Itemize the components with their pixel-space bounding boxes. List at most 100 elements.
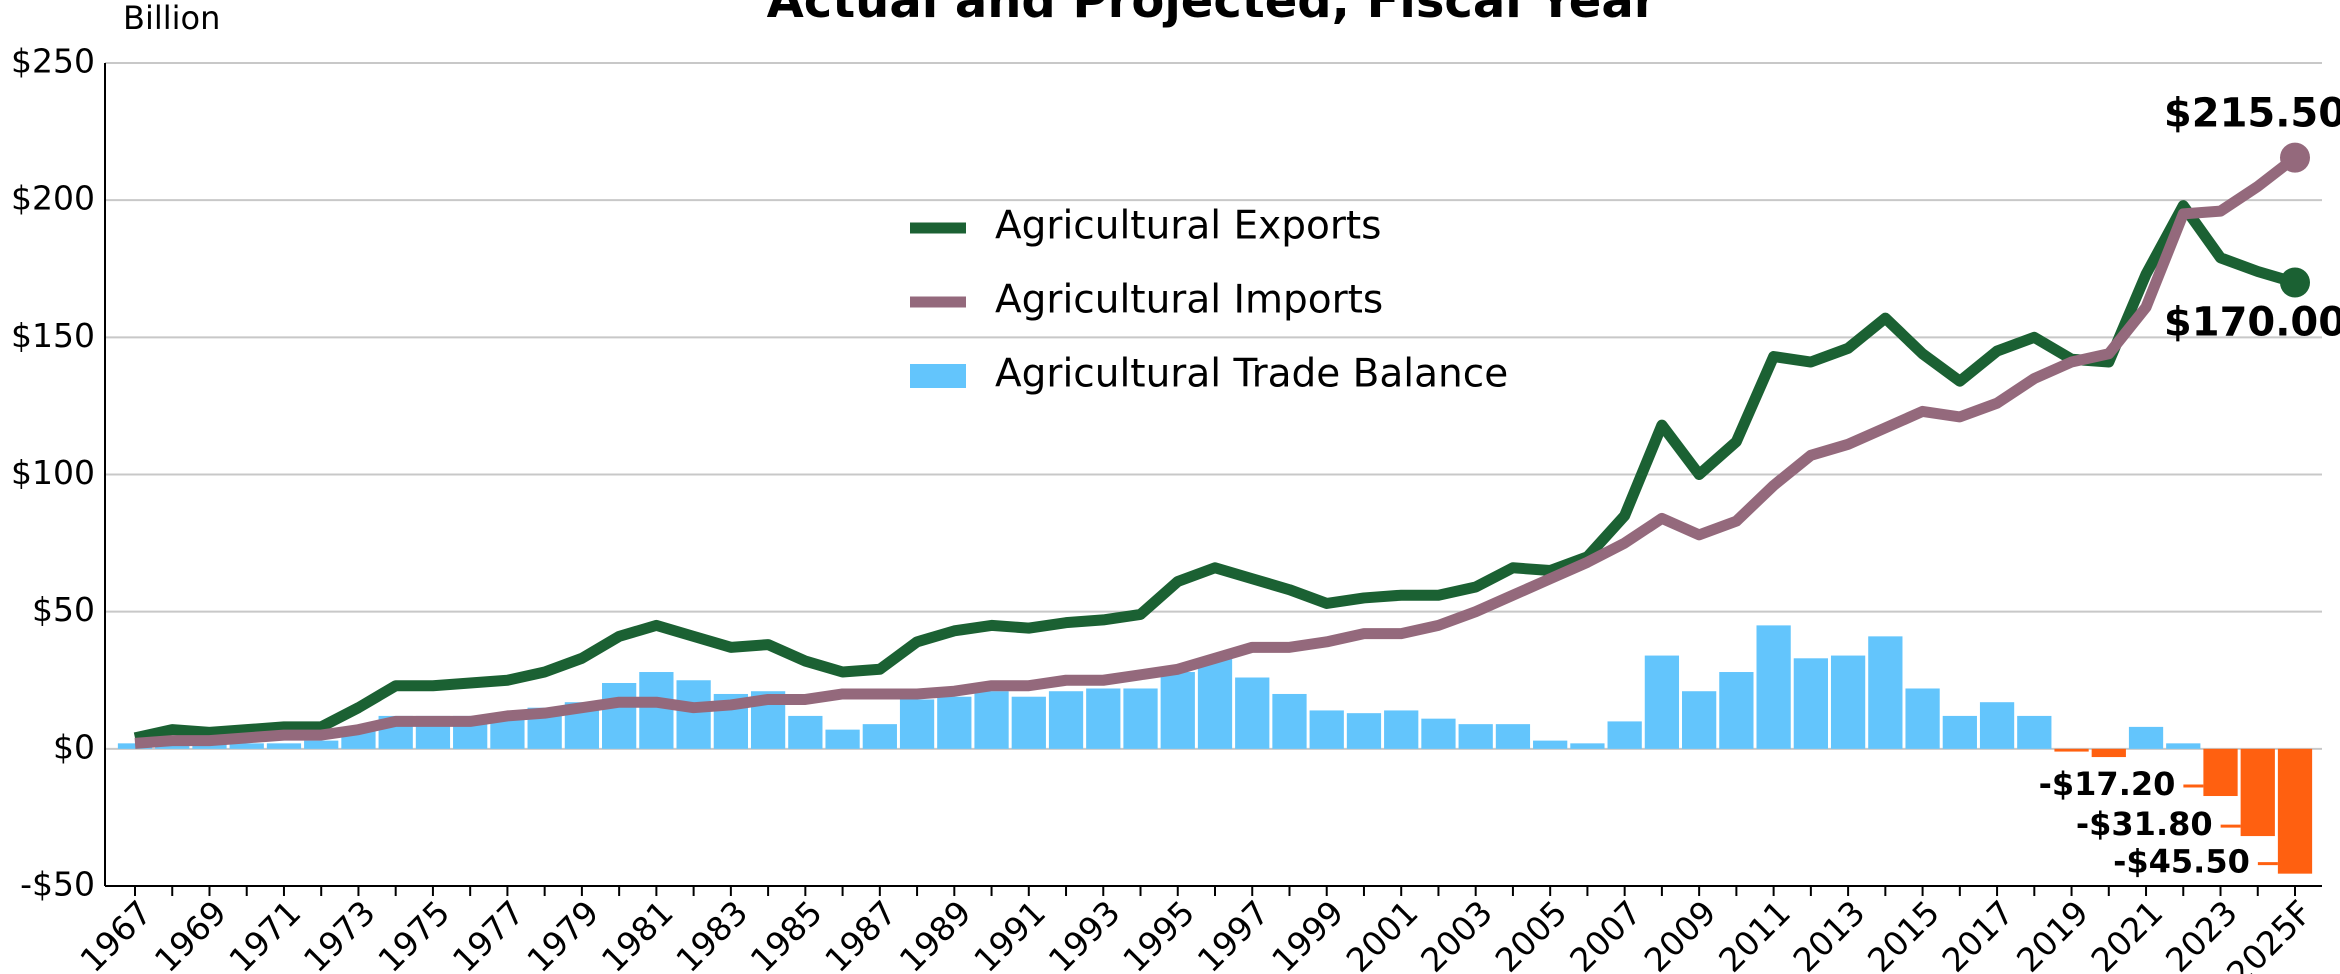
bar — [1979, 702, 2015, 749]
bar — [2166, 743, 2201, 749]
legend-label: Agricultural Trade Balance — [995, 352, 1508, 397]
data-label: $170.00 — [2164, 299, 2340, 345]
bar — [1868, 636, 1903, 749]
bar — [1384, 710, 1419, 749]
bar — [1830, 655, 1866, 749]
bar — [602, 682, 637, 749]
line — [134, 153, 2299, 749]
data-label: -$45.50 — [2113, 843, 2250, 881]
x-tick-label: 2025F — [2219, 893, 2319, 974]
x-tick-label: 2007 — [1562, 893, 1649, 974]
bar — [974, 691, 1009, 749]
data-label: $215.50 — [2164, 91, 2340, 137]
bar — [1272, 693, 1307, 749]
bar — [1086, 688, 1121, 749]
y-tick-label: $150 — [11, 316, 95, 355]
bar — [1197, 658, 1233, 749]
bar — [1905, 688, 1940, 749]
bar — [1942, 715, 1977, 749]
chart-title: Actual and Projected, Fiscal Year — [767, 0, 1658, 29]
data-label: -$31.80 — [2076, 805, 2213, 843]
bar — [117, 743, 153, 749]
x-tick-label: 2003 — [1413, 893, 1500, 974]
x-tick-label: 1983 — [668, 893, 755, 974]
bar — [2091, 748, 2126, 758]
x-tick-label: 1975 — [370, 893, 457, 974]
bar — [1160, 672, 1195, 749]
bar — [1495, 724, 1531, 749]
bar — [1011, 696, 1046, 749]
bar — [1719, 672, 1754, 749]
x-tick-label: 2017 — [1934, 893, 2021, 974]
end-point — [2280, 142, 2310, 173]
bar — [899, 699, 935, 749]
y-tick-label: $50 — [32, 590, 95, 629]
x-tick-label: 1995 — [1115, 893, 1202, 974]
y-tick-label: $250 — [11, 42, 95, 81]
end-point — [2280, 267, 2310, 298]
bar — [788, 715, 823, 749]
x-tick-label: 1967 — [72, 893, 159, 974]
x-tick-label: 2001 — [1339, 893, 1426, 974]
bar — [1682, 691, 1717, 749]
line — [133, 200, 2297, 744]
x-tick-label: 2009 — [1637, 893, 1724, 974]
x-tick-label: 1997 — [1190, 893, 1277, 974]
x-tick-label: 1999 — [1264, 893, 1351, 974]
bar — [229, 743, 264, 749]
x-tick-label: 1989 — [892, 893, 979, 974]
x-tick-label: 1993 — [1041, 893, 1128, 974]
x-tick-label: 2013 — [1786, 893, 1873, 974]
bar — [1458, 724, 1493, 749]
bar — [1644, 655, 1680, 749]
data-label: -$17.20 — [2039, 765, 2176, 803]
bar — [1346, 713, 1382, 749]
legend-swatch — [910, 364, 966, 388]
bar — [1607, 721, 1642, 749]
legend-label: Agricultural Exports — [995, 204, 1381, 249]
y-axis-unit: Billion — [123, 0, 220, 37]
bar — [1570, 743, 1605, 749]
x-tick-label: 1973 — [296, 893, 383, 974]
legend-label: Agricultural Imports — [995, 278, 1383, 323]
x-tick-label: 1987 — [817, 893, 904, 974]
bar — [1123, 688, 1158, 749]
bar — [2203, 748, 2238, 797]
bar — [676, 680, 711, 749]
bar — [1533, 740, 1568, 749]
x-tick-label: 2021 — [2083, 893, 2170, 974]
bar — [825, 729, 860, 749]
bar — [1309, 710, 1344, 749]
y-tick-label: $200 — [11, 179, 95, 218]
x-tick-label: 1985 — [743, 893, 830, 974]
x-tick-label: 1971 — [221, 893, 308, 974]
y-tick-label: -$50 — [20, 865, 95, 904]
y-tick-label: $100 — [11, 453, 95, 492]
x-tick-label: 1981 — [594, 893, 681, 974]
bar — [937, 696, 972, 749]
bar — [1048, 691, 1084, 749]
x-tick-label: 2011 — [1711, 893, 1798, 974]
y-tick-label: $0 — [53, 727, 95, 766]
bar — [1421, 718, 1456, 749]
bar — [2277, 748, 2313, 874]
x-tick-label: 1969 — [147, 893, 234, 974]
bar — [639, 672, 674, 749]
bar — [1793, 658, 1828, 749]
x-tick-label: 2005 — [1488, 893, 1575, 974]
bar — [862, 724, 897, 749]
bar — [2017, 715, 2052, 749]
x-tick-label: 1977 — [445, 893, 532, 974]
x-tick-label: 2015 — [1860, 893, 1947, 974]
bar — [2128, 726, 2164, 749]
bar — [1235, 677, 1270, 749]
bar — [1756, 625, 1791, 749]
bar — [2054, 748, 2089, 752]
bar — [2240, 748, 2275, 837]
bar — [304, 740, 339, 749]
x-tick-label: 1991 — [966, 893, 1053, 974]
x-tick-label: 2019 — [2009, 893, 2096, 974]
x-tick-label: 1979 — [519, 893, 606, 974]
bar — [266, 743, 302, 749]
